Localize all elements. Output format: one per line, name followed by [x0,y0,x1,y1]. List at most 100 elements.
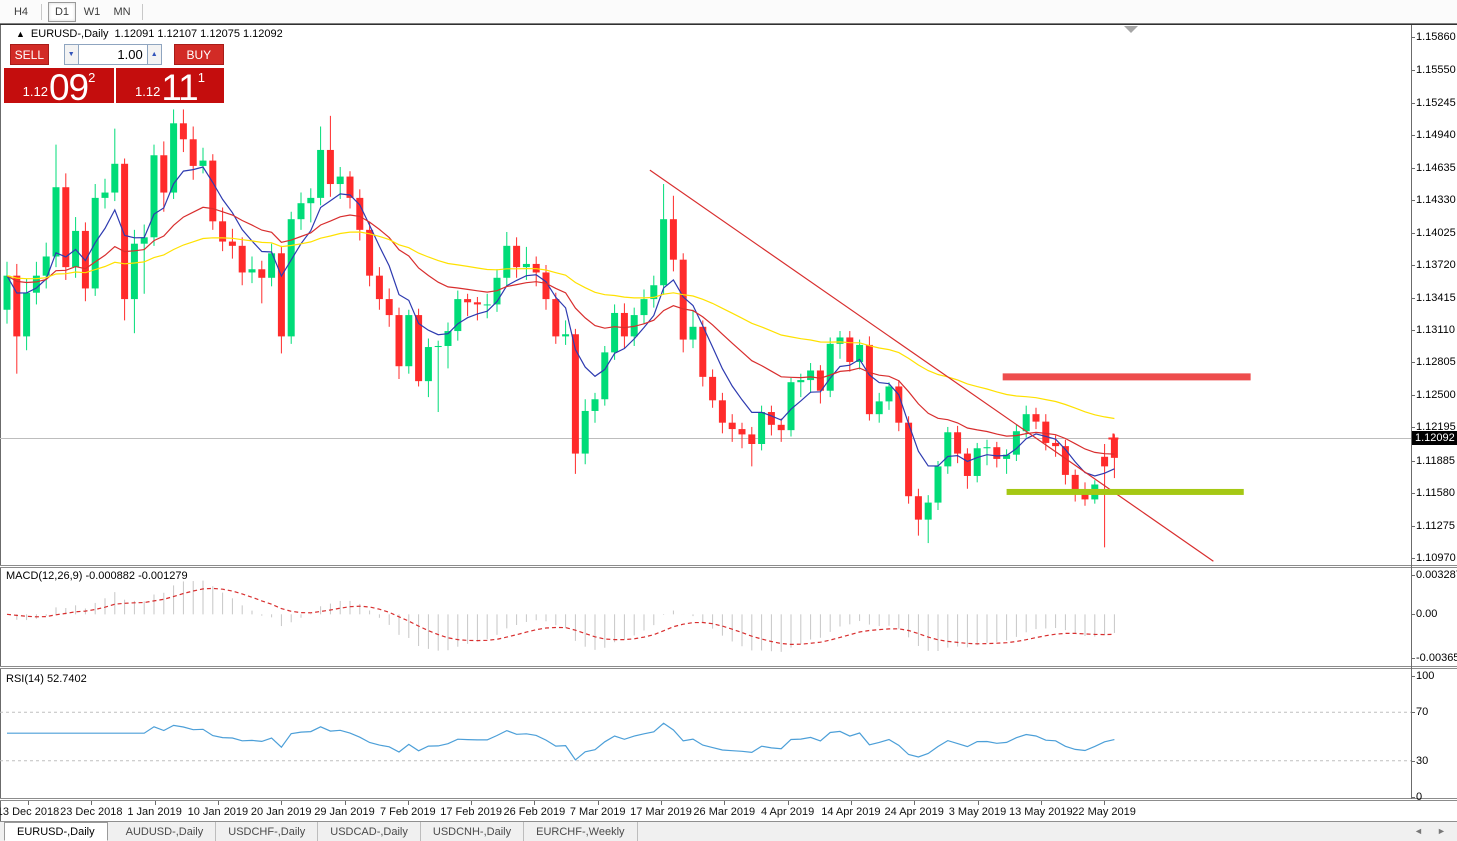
axis-tick [1411,460,1415,462]
date-axis-tick [850,801,852,805]
date-axis-tick [281,801,283,805]
date-axis-splitter [0,798,1457,801]
horizontal-level-object[interactable] [1002,373,1251,381]
timeframe-h4[interactable]: H4 [13,5,29,18]
axis-tick [1411,167,1415,169]
sell-price-big: 09 [48,67,89,108]
tab-eurchf-weekly[interactable]: EURCHF-,Weekly [524,822,638,841]
sell-button[interactable]: SELL [10,44,49,65]
axis-tick [1411,760,1415,762]
volume-increase-icon[interactable]: ▲ [146,44,162,65]
window-top-border [0,24,1457,25]
price-cross-marker [1108,433,1119,444]
window-left-border [0,25,1,821]
price-axis-label: 1.13110 [1416,323,1455,336]
date-axis-tick [407,801,409,805]
price-axis-line [1411,25,1412,799]
date-axis-label: 17 Mar 2019 [630,806,692,818]
tab-usdcad-daily[interactable]: USDCAD-,Daily [318,822,421,841]
tab-scroll-right-icon[interactable]: ► [1437,826,1446,836]
date-axis-label: 7 Mar 2019 [569,806,626,818]
timeframe-mn[interactable]: MN [113,5,131,18]
date-axis-label: 26 Mar 2019 [693,806,756,818]
buy-price-prefix: 1.12 [135,84,161,99]
sell-price-sup: 2 [88,70,96,85]
rsi-indicator-label: RSI(14) 52.7402 [6,673,87,685]
tab-usdchf-daily[interactable]: USDCHF-,Daily [216,822,319,841]
trendline-object[interactable] [649,169,1214,562]
price-axis-label: 1.13720 [1416,259,1456,271]
macd-panel[interactable] [0,568,1412,665]
rsi-axis-label: 0 [1416,791,1423,803]
moving-average-20 [6,206,1115,455]
price-axis-label: 1.13415 [1416,291,1456,304]
volume-input[interactable] [78,44,147,65]
price-axis-label: 1.11580 [1416,487,1455,499]
date-axis-label: 20 Jan 2019 [250,806,312,818]
axis-tick [1411,676,1415,677]
rsi-axis-label: 100 [1416,670,1435,682]
macd-indicator-label: MACD(12,26,9) -0.000882 -0.001279 [6,570,188,582]
axis-tick [1411,200,1415,201]
buy-price-button[interactable]: 1.12 11 1 [116,67,224,108]
date-axis-label: 1 Jan 2019 [127,806,182,818]
price-axis-label: 1.14330 [1416,194,1456,206]
axis-tick [1411,394,1415,396]
axis-tick [1411,362,1415,364]
timeframe-d1[interactable]: D1 [48,1,76,22]
sell-price-button[interactable]: 1.12 09 2 [4,67,114,108]
price-axis-label: 1.15550 [1416,64,1456,77]
macd-splitter[interactable] [0,565,1457,568]
price-axis-label: 1.15860 [1416,31,1456,43]
tab-usdcnh-daily[interactable]: USDCNH-,Daily [421,822,525,841]
price-axis-label: 1.14025 [1416,226,1456,239]
one-click-trading-panel: SELL ▼ ▲ BUY 1.12 09 2 1.12 11 1 [4,44,224,108]
date-axis-label: 7 Feb 2019 [379,806,436,818]
moving-average-6 [6,166,1115,477]
candles [3,109,1118,548]
volume-decrease-icon[interactable]: ▼ [63,44,79,65]
buy-price-big: 11 [161,67,198,108]
current-price-tag: 1.12092 [1412,431,1457,446]
date-axis-tick [914,801,916,805]
tab-audusd-daily[interactable]: AUDUSD-,Daily [114,822,217,841]
rsi-splitter[interactable] [0,666,1457,669]
date-axis-label: 26 Feb 2019 [503,806,566,818]
axis-tick [1411,297,1415,299]
date-axis-label: 3 May 2019 [948,806,1007,818]
tab-eurusd-daily[interactable]: EURUSD-,Daily [4,822,108,841]
price-axis-label: 1.11275 [1416,519,1455,532]
axis-tick [1411,427,1415,429]
axis-tick [1411,329,1415,331]
chart-shift-marker-icon[interactable] [1124,26,1138,33]
toolbar-separator [41,3,42,20]
date-axis-tick [217,801,219,805]
date-axis-tick [471,801,473,805]
date-axis-tick [661,801,662,805]
date-axis-tick [597,801,599,805]
chart-symbol-label: EURUSD-,Daily [30,28,109,40]
date-axis-label: 4 Apr 2019 [760,806,815,818]
rsi-axis-label: 70 [1416,706,1429,719]
date-axis-label: 22 May 2019 [1072,806,1136,818]
price-axis-label: 1.12805 [1416,356,1456,369]
axis-tick [1411,102,1415,104]
horizontal-level-object[interactable] [1006,488,1244,495]
axis-tick [1411,614,1415,616]
sell-price-prefix: 1.12 [22,84,48,99]
rsi-panel[interactable] [0,670,1412,798]
toolbar-separator [142,3,143,20]
buy-price-sup: 1 [197,70,205,85]
macd-axis-label: 0.003287 [1416,569,1457,581]
symbol-tabstrip: EURUSD-,Daily AUDUSD-,Daily USDCHF-,Daily U… [0,822,1457,841]
buy-button[interactable]: BUY [173,44,224,65]
tab-scroll-left-icon[interactable]: ◄ [1414,826,1423,836]
date-axis-label: 13 May 2019 [1008,806,1073,818]
macd-axis-label: -0.00365 [1416,652,1457,664]
date-axis-label: 17 Feb 2019 [440,806,502,818]
axis-tick [1411,232,1415,234]
collapse-triangle-icon[interactable]: ▲ [16,29,25,39]
price-chart[interactable] [0,25,1412,566]
price-axis-label: 1.14940 [1416,129,1456,142]
timeframe-w1[interactable]: W1 [83,5,101,18]
